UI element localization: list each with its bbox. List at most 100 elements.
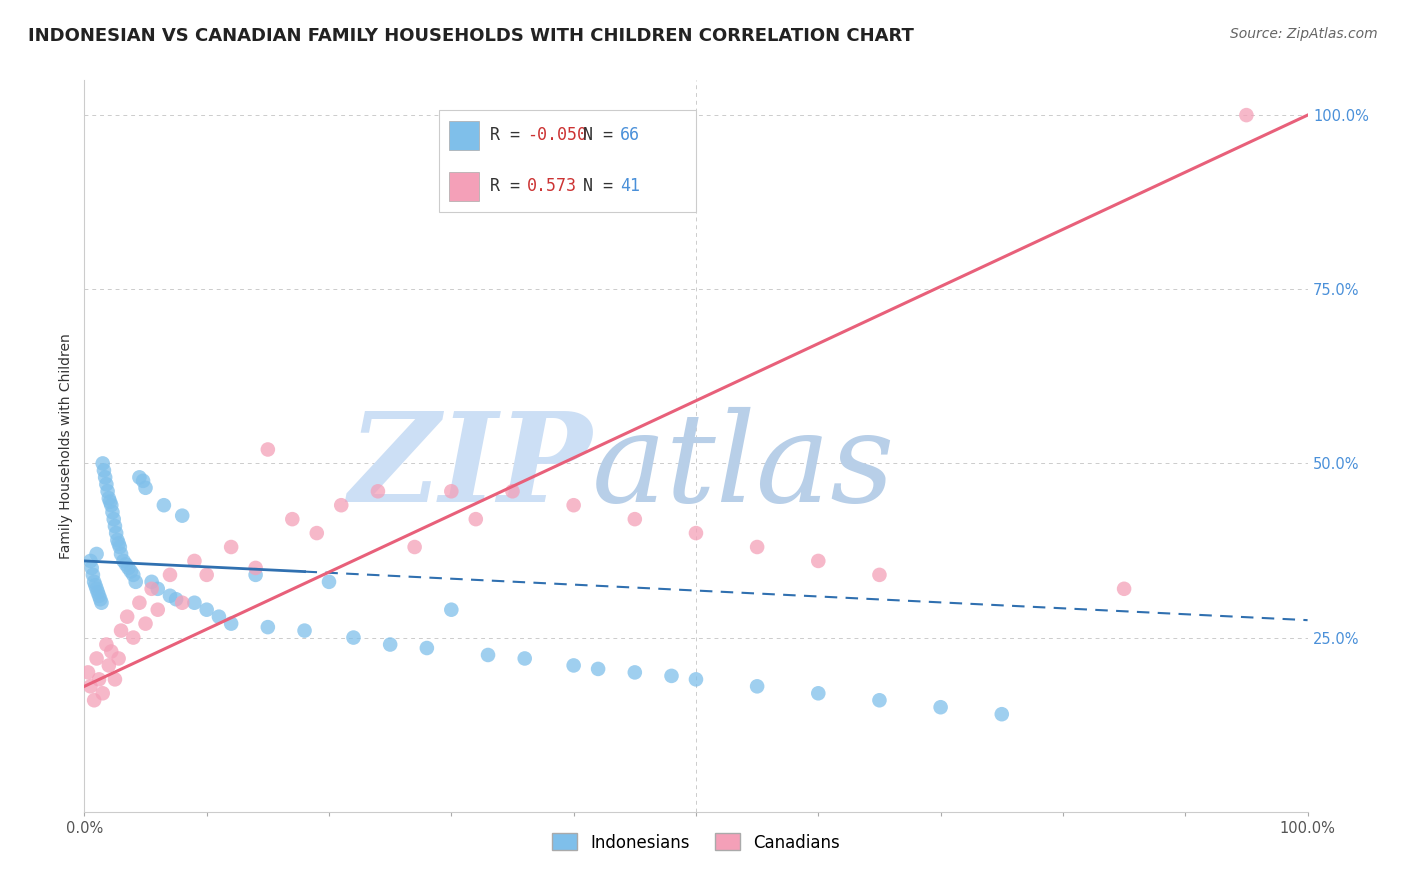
Point bbox=[183, 596, 205, 610]
Text: R =: R = bbox=[491, 178, 540, 195]
Text: INDONESIAN VS CANADIAN FAMILY HOUSEHOLDS WITH CHILDREN CORRELATION CHART: INDONESIAN VS CANADIAN FAMILY HOUSEHOLDS… bbox=[28, 27, 914, 45]
Point bbox=[1236, 108, 1258, 122]
Point bbox=[165, 592, 187, 607]
Point bbox=[117, 561, 139, 575]
Point bbox=[245, 567, 267, 582]
Point bbox=[464, 512, 486, 526]
Point bbox=[208, 609, 231, 624]
Text: 41: 41 bbox=[620, 178, 640, 195]
Point bbox=[183, 554, 205, 568]
Point bbox=[108, 540, 131, 554]
Point bbox=[86, 651, 108, 665]
Point bbox=[195, 603, 218, 617]
Point bbox=[135, 481, 157, 495]
Point bbox=[624, 512, 647, 526]
Point bbox=[96, 638, 118, 652]
Point bbox=[513, 651, 536, 665]
Point bbox=[97, 491, 120, 506]
Point bbox=[115, 558, 138, 572]
Point bbox=[135, 616, 157, 631]
Point bbox=[104, 673, 127, 687]
Point bbox=[87, 589, 110, 603]
Point bbox=[105, 526, 128, 541]
FancyBboxPatch shape bbox=[449, 120, 479, 150]
Point bbox=[562, 498, 585, 512]
Point bbox=[661, 669, 683, 683]
Point bbox=[125, 574, 148, 589]
Point bbox=[107, 651, 129, 665]
Text: N =: N = bbox=[583, 178, 623, 195]
Point bbox=[100, 644, 122, 658]
Point bbox=[153, 498, 176, 512]
Point bbox=[141, 582, 163, 596]
Point bbox=[294, 624, 316, 638]
Point bbox=[91, 457, 114, 471]
Point bbox=[98, 494, 121, 508]
Point bbox=[97, 658, 120, 673]
Point bbox=[172, 596, 194, 610]
Y-axis label: Family Households with Children: Family Households with Children bbox=[59, 333, 73, 559]
Point bbox=[107, 536, 129, 550]
Point bbox=[929, 700, 952, 714]
Point bbox=[586, 662, 609, 676]
Point bbox=[367, 484, 389, 499]
Point bbox=[105, 533, 128, 547]
Legend: Indonesians, Canadians: Indonesians, Canadians bbox=[546, 827, 846, 858]
Text: ZIP: ZIP bbox=[349, 407, 592, 529]
Point bbox=[110, 547, 132, 561]
Point bbox=[257, 620, 280, 634]
Point bbox=[112, 554, 135, 568]
Point bbox=[685, 526, 707, 541]
Point bbox=[869, 567, 891, 582]
Point bbox=[257, 442, 280, 457]
Point bbox=[132, 474, 155, 488]
Point bbox=[91, 686, 114, 700]
Point bbox=[747, 679, 769, 693]
Text: R =: R = bbox=[491, 126, 530, 145]
Point bbox=[159, 567, 181, 582]
Point bbox=[86, 582, 108, 596]
Point bbox=[79, 554, 101, 568]
Point bbox=[869, 693, 891, 707]
Point bbox=[89, 592, 111, 607]
Point bbox=[416, 640, 439, 655]
Point bbox=[342, 631, 364, 645]
Point bbox=[96, 477, 118, 491]
Point bbox=[83, 574, 105, 589]
Point bbox=[562, 658, 585, 673]
Point bbox=[219, 616, 242, 631]
Point bbox=[141, 574, 163, 589]
Point bbox=[146, 582, 169, 596]
Point bbox=[87, 673, 110, 687]
Text: 0.573: 0.573 bbox=[527, 178, 578, 195]
Point bbox=[100, 498, 122, 512]
Point bbox=[104, 519, 127, 533]
Point bbox=[624, 665, 647, 680]
Point bbox=[318, 574, 340, 589]
Point bbox=[83, 693, 105, 707]
Point bbox=[146, 603, 169, 617]
Text: 66: 66 bbox=[620, 126, 640, 145]
Point bbox=[101, 505, 124, 519]
Point bbox=[122, 567, 145, 582]
Point bbox=[807, 554, 830, 568]
FancyBboxPatch shape bbox=[439, 110, 696, 212]
Point bbox=[115, 609, 138, 624]
Point bbox=[991, 707, 1014, 722]
Point bbox=[128, 596, 150, 610]
Point bbox=[685, 673, 707, 687]
Text: N =: N = bbox=[583, 126, 623, 145]
Point bbox=[440, 484, 463, 499]
Point bbox=[477, 648, 499, 662]
Point bbox=[79, 679, 101, 693]
Point bbox=[195, 567, 218, 582]
Point bbox=[90, 596, 112, 610]
Point bbox=[77, 665, 100, 680]
Point bbox=[380, 638, 402, 652]
Point bbox=[94, 470, 117, 484]
Text: Source: ZipAtlas.com: Source: ZipAtlas.com bbox=[1230, 27, 1378, 41]
Point bbox=[281, 512, 304, 526]
Text: -0.050: -0.050 bbox=[527, 126, 588, 145]
Point bbox=[172, 508, 194, 523]
Point bbox=[82, 567, 104, 582]
